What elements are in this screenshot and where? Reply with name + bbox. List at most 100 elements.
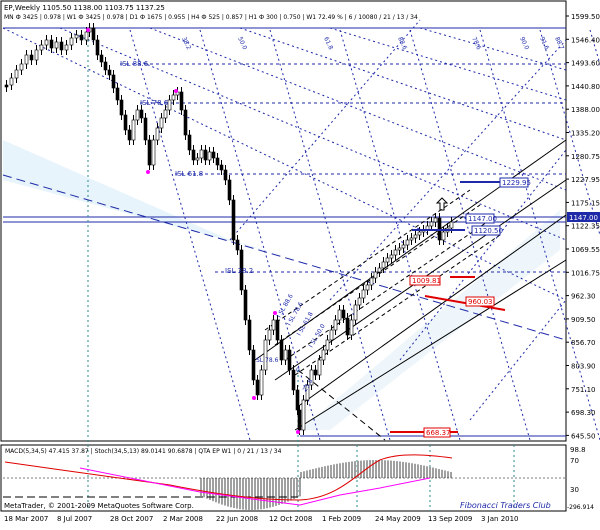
box-668: 668.37 xyxy=(426,429,451,437)
macd-bar xyxy=(369,460,371,478)
up-arrow-icon xyxy=(435,197,449,211)
candle-body xyxy=(259,369,264,396)
candle-body xyxy=(309,369,314,386)
candle-body xyxy=(297,409,302,431)
candle-body xyxy=(147,139,152,166)
copyright-text: MetaTrader, © 2001-2009 MetaQuotes Softw… xyxy=(4,502,194,510)
macd-bar xyxy=(336,463,338,478)
macd-bar xyxy=(281,478,283,504)
box-1120: 1120.50 xyxy=(474,227,503,235)
macd-bar xyxy=(287,478,289,502)
time-label: 24 May 2009 xyxy=(375,515,421,523)
macd-bar xyxy=(203,478,205,498)
candle-body xyxy=(325,339,330,351)
indicator-title: MACD(5,34,5) 47.415 37.87 | Stoch(34,5,1… xyxy=(5,448,282,455)
macd-bar xyxy=(242,478,244,510)
candle-body xyxy=(179,91,184,111)
time-label: 8 Jul 2007 xyxy=(57,515,92,523)
macd-bar xyxy=(363,460,365,478)
candle-body xyxy=(353,304,358,321)
time-label: 2 Mar 2008 xyxy=(163,515,203,523)
macd-bar xyxy=(348,461,350,478)
price-tick-label: 1335.20 xyxy=(571,130,600,138)
price-tick-label: 645.50 xyxy=(571,432,596,440)
macd-bar xyxy=(293,478,295,500)
macd-histogram xyxy=(200,460,452,510)
macd-bar xyxy=(324,466,326,478)
candle-body xyxy=(203,149,208,161)
candle-body xyxy=(389,254,394,259)
macd-bar xyxy=(300,472,302,478)
macd-bar xyxy=(257,478,259,510)
small-label-sl786: SL 78.6 xyxy=(256,357,279,364)
candle-body xyxy=(59,41,64,51)
candle-body xyxy=(429,221,434,227)
macd-bar xyxy=(230,478,232,508)
candle-body xyxy=(385,257,390,263)
fan-line xyxy=(269,29,391,441)
label-isl-786: ISL 78.6 xyxy=(140,99,169,107)
macd-bar xyxy=(321,466,323,478)
candle-body xyxy=(171,94,176,101)
macd-bar xyxy=(432,467,434,478)
candle-body xyxy=(91,27,96,41)
candle-body xyxy=(183,109,188,136)
candle-body xyxy=(441,231,446,241)
candle-body xyxy=(64,44,69,51)
macd-bar xyxy=(441,469,443,478)
macd-bar xyxy=(327,465,329,478)
label-isl-382: ISL 38.2 xyxy=(225,267,253,275)
time-label: 28 Oct 2007 xyxy=(110,515,153,523)
macd-bar xyxy=(360,460,362,478)
price-tick-label: 1122.35 xyxy=(571,223,600,231)
candle-body xyxy=(313,369,318,376)
macd-bar xyxy=(306,470,308,478)
time-label: 12 Oct 2008 xyxy=(269,515,312,523)
candle-body xyxy=(369,277,374,286)
box-1147: 1147.00 xyxy=(468,215,497,223)
candle-body xyxy=(235,239,240,251)
swing-points xyxy=(86,28,300,434)
time-label: 22 Jun 2008 xyxy=(216,515,258,523)
price-tick-label: 1599.50 xyxy=(571,13,600,21)
macd-bar xyxy=(435,468,437,478)
fan-diagonal xyxy=(419,27,567,71)
candle-body xyxy=(357,297,362,306)
macd-bar xyxy=(260,478,262,510)
blue-target-lines xyxy=(412,181,500,231)
candle-body xyxy=(223,169,228,181)
macd-bar xyxy=(312,469,314,478)
candle-body xyxy=(49,39,54,49)
macd-bar xyxy=(278,478,280,505)
candle-body xyxy=(167,99,172,111)
channel-line xyxy=(299,214,567,406)
macd-bar xyxy=(221,478,223,505)
candle-body xyxy=(405,239,410,246)
header-line-1: EP,Weekly 1105.50 1138.00 1103.75 1137.2… xyxy=(4,4,165,12)
channel-line xyxy=(294,259,567,431)
macd-bar xyxy=(375,460,377,478)
candle-body xyxy=(155,127,160,141)
macd-bar xyxy=(200,478,202,496)
macd-bar xyxy=(387,460,389,478)
indicator-axis-1: 98.8 xyxy=(570,446,586,454)
macd-bar xyxy=(378,460,380,478)
macd-bar xyxy=(381,460,383,478)
price-tick-label: 1175.15 xyxy=(571,199,600,207)
price-tick-label: 1388.00 xyxy=(571,106,600,114)
candle-body xyxy=(79,34,84,41)
candle-body xyxy=(119,99,124,116)
candle-body xyxy=(191,149,196,161)
box-1009: 1009.81 xyxy=(412,277,441,285)
macd-bar xyxy=(354,461,356,478)
candle-body xyxy=(349,319,354,336)
candle-body xyxy=(127,129,132,141)
candle-body xyxy=(159,117,164,129)
candle-body xyxy=(381,261,386,269)
macd-bar xyxy=(206,478,208,499)
fan-line xyxy=(589,29,600,66)
fan-line xyxy=(129,29,251,441)
candle-body xyxy=(4,84,9,88)
